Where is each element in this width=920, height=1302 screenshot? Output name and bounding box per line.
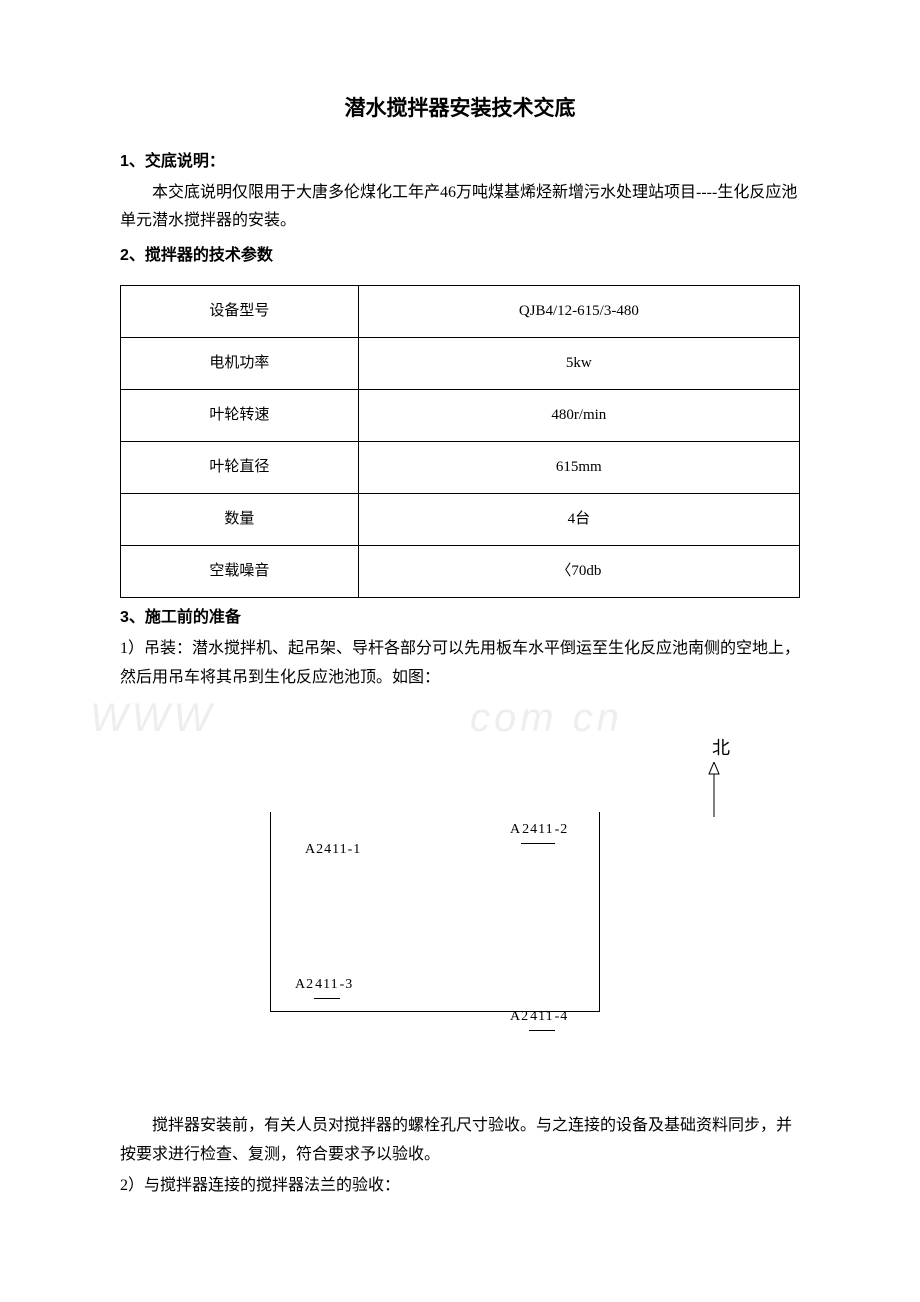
table-row: 数量 4台 bbox=[121, 493, 800, 545]
page-title: 潜水搅拌器安装技术交底 bbox=[120, 90, 800, 128]
spec-label: 叶轮直径 bbox=[121, 441, 359, 493]
section-3-header: 3、施工前的准备 bbox=[120, 604, 800, 633]
spec-value: 5kw bbox=[358, 337, 799, 389]
diagram-label-a4: A2411-4 bbox=[510, 1004, 568, 1030]
spec-label: 电机功率 bbox=[121, 337, 359, 389]
table-row: 叶轮直径 615mm bbox=[121, 441, 800, 493]
section-3-p3: 2）与搅拌器连接的搅拌器法兰的验收： bbox=[120, 1172, 800, 1201]
diagram-label-a3: A2411-3 bbox=[295, 972, 353, 998]
table-row: 电机功率 5kw bbox=[121, 337, 800, 389]
spec-value: 480r/min bbox=[358, 389, 799, 441]
table-row: 空载噪音 〈70db bbox=[121, 545, 800, 597]
spec-label: 数量 bbox=[121, 493, 359, 545]
spec-label: 空载噪音 bbox=[121, 545, 359, 597]
diagram-label-a2: A2411-2 bbox=[510, 817, 568, 843]
table-row: 设备型号 QJB4/12-615/3-480 bbox=[121, 285, 800, 337]
table-row: 叶轮转速 480r/min bbox=[121, 389, 800, 441]
spec-value: 〈70db bbox=[358, 545, 799, 597]
watermark-text: com cn bbox=[470, 682, 623, 754]
spec-label: 设备型号 bbox=[121, 285, 359, 337]
spec-table: 设备型号 QJB4/12-615/3-480 电机功率 5kw 叶轮转速 480… bbox=[120, 285, 800, 598]
spec-label: 叶轮转速 bbox=[121, 389, 359, 441]
section-3-p1: 1）吊装：潜水搅拌机、起吊架、导杆各部分可以先用板车水平倒运至生化反应池南侧的空… bbox=[120, 635, 800, 693]
spec-value: 615mm bbox=[358, 441, 799, 493]
section-3-p2: 搅拌器安装前，有关人员对搅拌器的螺栓孔尺寸验收。与之连接的设备及基础资料同步，并… bbox=[120, 1112, 800, 1170]
section-2-header: 2、搅拌器的技术参数 bbox=[120, 242, 800, 271]
north-arrow-icon bbox=[704, 762, 724, 822]
spec-value: QJB4/12-615/3-480 bbox=[358, 285, 799, 337]
watermark-text: WWW bbox=[90, 682, 215, 754]
north-label: 北 bbox=[712, 732, 730, 764]
layout-diagram: WWW com cn 北 A2411-1 A2411-2 A2411-3 A24… bbox=[120, 732, 800, 1052]
section-1-header: 1、交底说明： bbox=[120, 148, 800, 177]
diagram-label-a1: A2411-1 bbox=[305, 837, 361, 862]
spec-value: 4台 bbox=[358, 493, 799, 545]
section-1-paragraph: 本交底说明仅限用于大唐多伦煤化工年产46万吨煤基烯烃新增污水处理站项目----生… bbox=[120, 179, 800, 237]
